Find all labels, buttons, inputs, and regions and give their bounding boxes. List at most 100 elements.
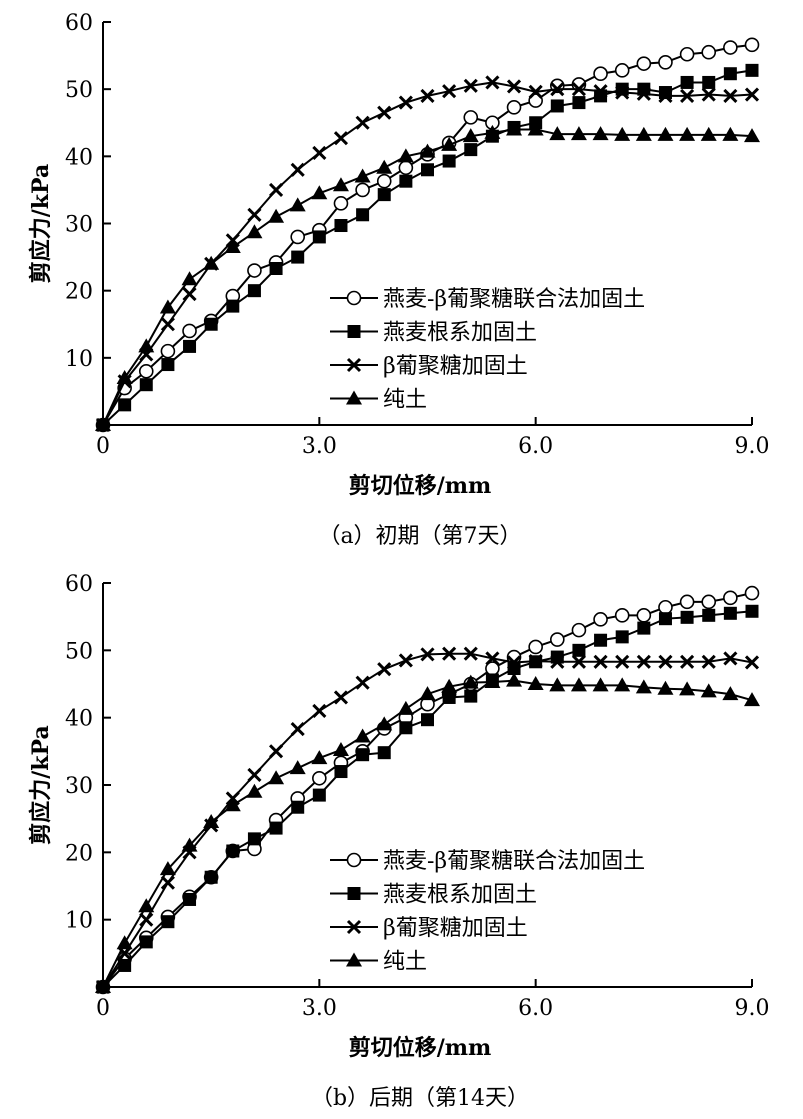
legend-marker [346,919,362,935]
data-point [420,88,435,103]
y-tick-label: 30 [65,774,93,799]
y-axis-label: 剪应力/kPa [28,725,54,845]
data-point [744,128,760,143]
data-point [311,185,328,200]
data-point [183,339,197,353]
data-point [377,746,391,760]
data-point [442,690,456,704]
data-point [680,75,694,89]
data-point [593,84,608,99]
legend-marker [346,290,362,306]
data-point [550,82,565,97]
data-point [506,121,523,136]
legend-marker [346,390,362,405]
series-line [102,679,753,988]
data-point [571,622,587,638]
data-point [744,692,760,707]
legend-marker [346,952,362,967]
data-point [247,832,261,846]
data-point [528,84,543,99]
data-point [334,219,348,233]
chart-caption: （b）后期（第14天） [311,1086,529,1111]
data-point [312,788,326,802]
y-tick-label: 10 [65,347,93,372]
data-point [95,417,111,431]
data-point [615,85,630,100]
data-point [745,604,759,618]
data-point [159,299,176,314]
data-point [614,677,631,692]
data-point [182,286,197,302]
data-point [658,54,673,70]
data-point [377,662,392,677]
data-point [527,676,544,690]
data-point [356,748,370,762]
data-point [462,128,479,143]
data-point [182,323,197,339]
data-point [636,56,652,71]
data-point [291,250,305,264]
data-point [723,67,737,81]
data-point [204,870,218,884]
data-point [550,654,565,669]
data-point [701,654,716,669]
data-point [464,689,478,703]
data-point [722,686,739,701]
legend-label: 燕麦-β葡聚糖联合法加固土 [383,287,645,312]
legend-marker [347,887,361,900]
data-point [269,262,283,276]
data-point [744,655,760,670]
data-point [398,653,413,668]
chart-a: 10 20 30 40 50 60 0 3.0 6.0 9.0 剪切位移/mm 剪应力/kPa （a）初… [28,11,770,549]
data-point [571,82,586,97]
data-point [658,88,673,103]
legend-label: β葡聚糖加固土 [383,354,528,379]
data-point [722,126,739,141]
data-point [181,837,198,852]
data-point [398,160,414,176]
data-point [397,700,414,715]
y-tick-label: 20 [65,841,93,866]
data-point [399,721,413,735]
data-point [311,750,328,765]
data-point [723,606,737,620]
data-point [592,126,609,141]
data-point [95,979,111,993]
data-point [118,958,132,972]
legend-label: 燕麦根系加固土 [383,321,537,346]
data-point [376,173,392,189]
data-point [312,145,327,161]
data-point [203,814,220,829]
data-point [572,96,586,110]
data-point [506,79,522,94]
data-point [247,207,262,222]
data-point [594,633,608,647]
data-point [419,686,436,701]
data-point [528,639,543,655]
x-tick-label: 3.0 [302,996,337,1021]
data-point [463,110,479,125]
data-point [637,621,651,635]
data-point [116,935,133,950]
data-point [635,126,652,141]
data-point [268,208,285,223]
data-point [700,126,717,141]
data-point [441,678,458,693]
data-point [354,168,371,183]
data-point [290,229,306,245]
y-axis-label: 剪应力/kPa [28,164,54,284]
data-point [701,87,716,102]
data-point [614,608,630,623]
data-point [269,182,284,197]
data-point [290,722,305,737]
series-3 [95,672,760,993]
data-point [550,99,564,113]
data-point [160,875,175,890]
data-point [356,208,370,222]
data-point [397,148,414,163]
data-point [593,66,608,82]
data-point [485,651,500,666]
data-point [463,78,478,93]
data-point [679,46,695,62]
data-point [484,673,501,688]
